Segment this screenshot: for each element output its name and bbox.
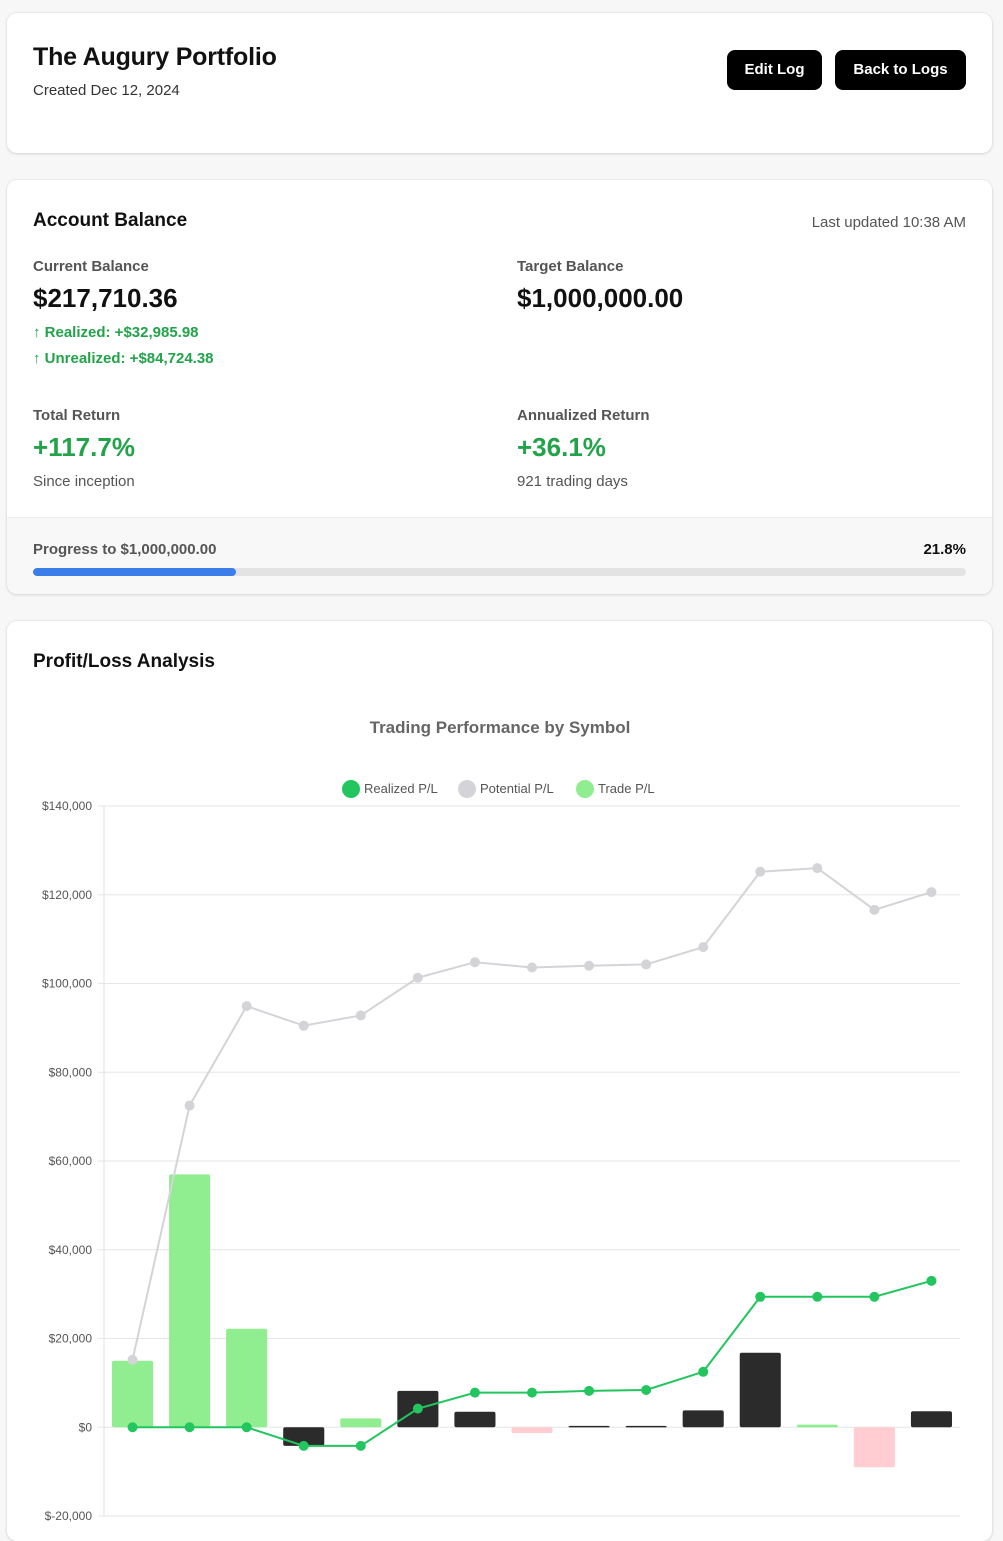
trade-pl-bar <box>283 1427 325 1446</box>
y-tick-label: $20,000 <box>49 1332 93 1346</box>
realized-gain: ↑ Realized: +$32,985.98 <box>33 324 199 341</box>
trade-pl-bar <box>625 1425 667 1428</box>
page-title: The Augury Portfolio <box>33 43 277 71</box>
realized-pl-point <box>469 1387 480 1398</box>
realized-pl-point <box>184 1422 195 1433</box>
y-tick-label: $40,000 <box>49 1243 93 1257</box>
realized-pl-point <box>127 1422 138 1433</box>
profit-loss-card: Profit/Loss Analysis Trading Performance… <box>7 621 992 1541</box>
progress-percent: 21.8% <box>923 541 966 558</box>
trade-pl-bar <box>853 1427 895 1468</box>
realized-pl-point <box>584 1385 595 1396</box>
potential-pl-line <box>131 867 932 1361</box>
potential-pl-point <box>698 942 709 953</box>
potential-pl-point <box>184 1100 195 1111</box>
total-return-label: Total Return <box>33 407 121 424</box>
y-tick-label: $140,000 <box>42 799 92 813</box>
trade-pl-bar <box>226 1328 268 1428</box>
trade-pl-bar <box>910 1411 953 1428</box>
trading-days-note: 921 trading days <box>517 473 628 490</box>
realized-pl-point <box>926 1275 937 1286</box>
realized-pl-point <box>641 1384 652 1395</box>
chart-title: Trading Performance by Symbol <box>370 718 631 737</box>
account-balance-card: Account Balance Last updated 10:38 AM Cu… <box>7 180 992 594</box>
potential-pl-point <box>127 1354 138 1365</box>
potential-pl-point <box>241 1001 252 1012</box>
trade-pl-bar <box>340 1418 382 1428</box>
realized-pl-point <box>355 1440 366 1451</box>
realized-pl-point <box>812 1291 823 1302</box>
profit-loss-heading: Profit/Loss Analysis <box>33 651 215 672</box>
target-balance-value: $1,000,000.00 <box>517 283 684 313</box>
y-tick-label: $120,000 <box>42 888 92 902</box>
legend-label-2: Potential P/L <box>480 781 554 796</box>
y-tick-label: $100,000 <box>42 977 92 991</box>
trade-pl-bar <box>454 1411 496 1428</box>
legend-swatch-1 <box>342 780 360 798</box>
current-balance-label: Current Balance <box>33 258 149 275</box>
trade-pl-bar <box>169 1174 211 1428</box>
trade-pl-bar <box>796 1424 838 1428</box>
realized-pl-point <box>298 1440 309 1451</box>
y-tick-label: $-20,000 <box>45 1509 93 1523</box>
trade-pl-bar <box>511 1427 553 1434</box>
potential-pl-point <box>412 972 423 983</box>
potential-pl-point <box>584 960 595 971</box>
account-balance-heading: Account Balance <box>33 210 188 231</box>
y-tick-label: $80,000 <box>49 1065 93 1079</box>
potential-pl-point <box>298 1020 309 1031</box>
potential-pl-point <box>641 959 652 970</box>
progress-fill <box>33 568 237 576</box>
realized-pl-point <box>698 1366 709 1377</box>
portfolio-header-card: The Augury Portfolio Created Dec 12, 202… <box>7 13 992 153</box>
progress-label: Progress to $1,000,000.00 <box>33 541 217 558</box>
total-return-note: Since inception <box>33 473 135 490</box>
trading-performance-chart: Trading Performance by Symbol Realized P/… <box>42 718 960 1523</box>
unrealized-gain: ↑ Unrealized: +$84,724.38 <box>33 350 214 367</box>
legend-label-1: Realized P/L <box>364 781 438 796</box>
progress-track <box>33 568 966 576</box>
potential-pl-point <box>527 962 537 973</box>
created-date: Created Dec 12, 2024 <box>33 82 180 99</box>
total-return-value: +117.7% <box>33 432 135 462</box>
y-tick-label: $60,000 <box>49 1154 93 1168</box>
potential-pl-point <box>869 904 880 915</box>
potential-pl-point <box>469 957 480 968</box>
annualized-return-value: +36.1% <box>517 432 606 462</box>
realized-pl-point <box>755 1291 766 1302</box>
potential-pl-point <box>755 866 766 877</box>
realized-pl-point <box>869 1291 880 1302</box>
trade-pl-bar <box>682 1410 724 1428</box>
realized-pl-point <box>527 1387 537 1398</box>
potential-pl-point <box>926 887 937 898</box>
legend-swatch-3 <box>576 780 594 798</box>
potential-pl-point <box>355 1010 366 1021</box>
y-tick-label: $0 <box>79 1420 93 1434</box>
trade-pl-bar <box>739 1352 781 1428</box>
progress-section: Progress to $1,000,000.00 21.8% <box>7 517 992 594</box>
edit-log-button[interactable]: Edit Log <box>727 50 822 90</box>
legend-label-3: Trade P/L <box>598 781 655 796</box>
trade-pl-bar <box>111 1360 154 1428</box>
realized-pl-point <box>241 1422 252 1433</box>
target-balance-label: Target Balance <box>517 258 624 275</box>
trade-pl-bar <box>568 1425 610 1428</box>
realized-pl-point <box>412 1403 423 1414</box>
current-balance-value: $217,710.36 <box>33 283 178 313</box>
annualized-return-label: Annualized Return <box>517 407 650 424</box>
back-to-logs-button[interactable]: Back to Logs <box>835 50 966 90</box>
potential-pl-point <box>812 863 823 874</box>
legend-swatch-2 <box>458 780 476 798</box>
last-updated: Last updated 10:38 AM <box>811 214 966 231</box>
